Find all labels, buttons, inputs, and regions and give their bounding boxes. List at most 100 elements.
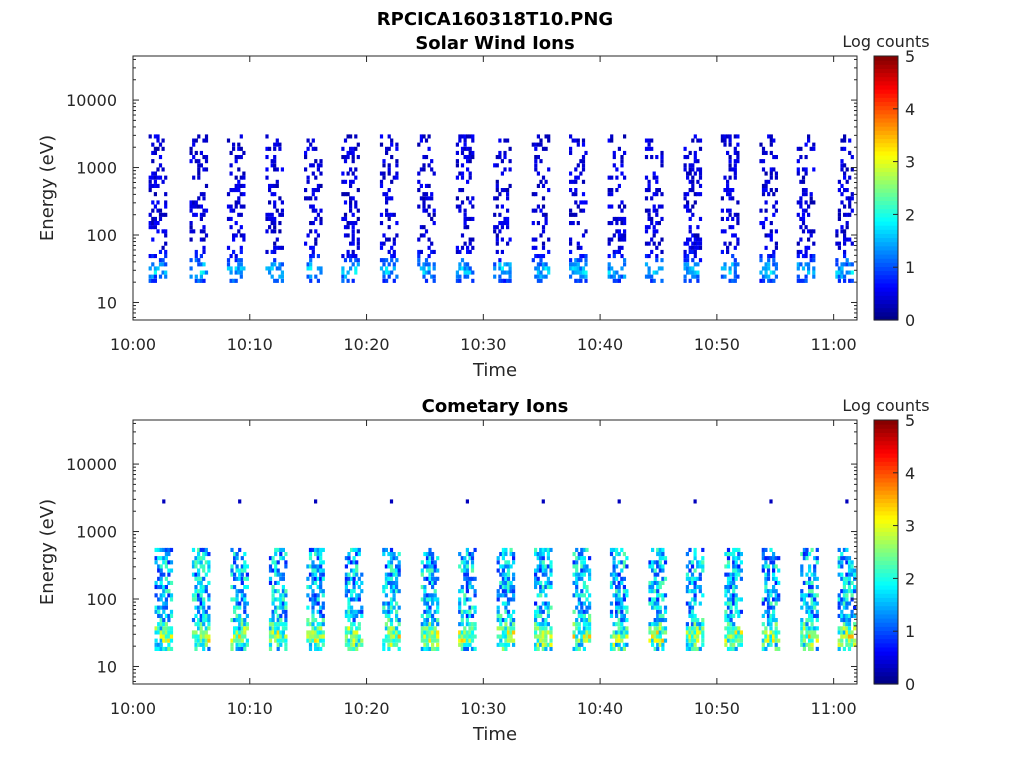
- heatmap-cell: [237, 179, 241, 184]
- heatmap-cell: [531, 221, 535, 226]
- heatmap-cell: [316, 564, 320, 569]
- heatmap-cell: [428, 605, 432, 610]
- heatmap-cell: [764, 233, 768, 238]
- heatmap-cell: [159, 585, 163, 590]
- heatmap-cell: [204, 572, 208, 577]
- heatmap-cell: [169, 634, 174, 639]
- heatmap-cell: [732, 585, 736, 590]
- heatmap-cell: [199, 216, 203, 221]
- heatmap-cell: [270, 159, 274, 164]
- heatmap-cell: [202, 605, 206, 610]
- heatmap-cell: [229, 150, 233, 155]
- heatmap-cell: [506, 216, 510, 221]
- heatmap-cell: [656, 580, 660, 585]
- heatmap-cell: [194, 572, 198, 577]
- heatmap-cell: [420, 622, 424, 627]
- heatmap-cell: [812, 241, 816, 246]
- heatmap-cell: [536, 626, 540, 631]
- heatmap-cell: [455, 196, 459, 201]
- heatmap-cell: [801, 278, 806, 283]
- heatmap-cell: [617, 601, 621, 606]
- heatmap-cell: [311, 245, 315, 250]
- heatmap-cell: [279, 556, 283, 561]
- heatmap-cell: [651, 642, 655, 647]
- heatmap-cell: [350, 589, 354, 594]
- heatmap-cell: [346, 249, 350, 254]
- heatmap-cell: [620, 618, 624, 623]
- heatmap-cell: [199, 278, 203, 283]
- heatmap-cell: [615, 642, 619, 647]
- heatmap-cell: [661, 564, 665, 569]
- heatmap-cell: [197, 605, 201, 610]
- heatmap-cell: [690, 589, 695, 594]
- heatmap-cell: [431, 638, 435, 643]
- heatmap-cell: [801, 221, 806, 226]
- heatmap-cell: [265, 175, 269, 180]
- heatmap-cell: [274, 626, 278, 631]
- heatmap-cell: [647, 208, 651, 213]
- heatmap-cell: [580, 572, 584, 577]
- colorbar-segment: [874, 638, 898, 644]
- heatmap-cell: [609, 601, 614, 606]
- heatmap-cell: [167, 568, 171, 573]
- heatmap-cell: [588, 630, 592, 635]
- heatmap-cell: [696, 622, 700, 627]
- heatmap-cell: [468, 200, 472, 205]
- heatmap-cell: [726, 188, 730, 193]
- cometary-panel: Cometary Ions 10:00 10:10 10:20 10:30 10:40 1…: [37, 396, 930, 745]
- heatmap-cell: [204, 585, 208, 590]
- heatmap-cell: [615, 572, 619, 577]
- heatmap-cell: [432, 249, 436, 254]
- heatmap-cell: [842, 646, 846, 651]
- heatmap-cell: [271, 609, 275, 614]
- heatmap-cell: [468, 150, 472, 155]
- heatmap-cell: [644, 196, 649, 201]
- heatmap-cell: [696, 179, 700, 184]
- heatmap-cell: [357, 622, 361, 627]
- heatmap-cell: [847, 589, 852, 594]
- heatmap-cell: [314, 642, 318, 647]
- heatmap-cell: [316, 593, 320, 598]
- heatmap-cell: [650, 237, 654, 242]
- heatmap-cell: [723, 175, 727, 180]
- heatmap-cell: [314, 547, 318, 552]
- heatmap-cell: [436, 630, 440, 635]
- heatmap-cell: [199, 597, 203, 602]
- heatmap-cell: [815, 556, 819, 561]
- heatmap-cell: [202, 634, 206, 639]
- heatmap-cell: [148, 254, 152, 259]
- heatmap-cell: [612, 547, 616, 552]
- heatmap-cell: [395, 564, 399, 569]
- heatmap-cell: [207, 580, 211, 585]
- heatmap-cell: [796, 159, 800, 164]
- heatmap-cell: [466, 262, 470, 267]
- heatmap-cell: [766, 609, 771, 614]
- heatmap-cell: [850, 638, 854, 643]
- heatmap-cell: [242, 266, 246, 271]
- heatmap-cell: [243, 560, 247, 565]
- heatmap-cell: [311, 626, 315, 631]
- heatmap-cell: [389, 589, 394, 594]
- heatmap-cell: [319, 552, 323, 557]
- heatmap-cell: [392, 254, 396, 259]
- heatmap-cell: [847, 564, 852, 569]
- heatmap-cell: [546, 576, 550, 581]
- heatmap-cell: [769, 188, 773, 193]
- heatmap-cell: [306, 634, 310, 639]
- heatmap-cell: [620, 580, 624, 585]
- heatmap-cell: [853, 589, 857, 594]
- heatmap-cell: [280, 270, 284, 275]
- heatmap-cell: [569, 237, 573, 242]
- x-tick-label: 10:20: [343, 335, 389, 354]
- colorbar-segment: [874, 498, 898, 504]
- heatmap-cell: [644, 262, 649, 267]
- heatmap-cell: [499, 634, 503, 639]
- heatmap-cell: [433, 568, 437, 573]
- heatmap-cell: [425, 564, 430, 569]
- heatmap-cell: [424, 278, 429, 283]
- heatmap-cell: [351, 196, 355, 201]
- heatmap-cell: [658, 593, 662, 598]
- heatmap-cell: [239, 258, 243, 263]
- heatmap-cell: [541, 646, 545, 651]
- heatmap-cell: [761, 146, 766, 151]
